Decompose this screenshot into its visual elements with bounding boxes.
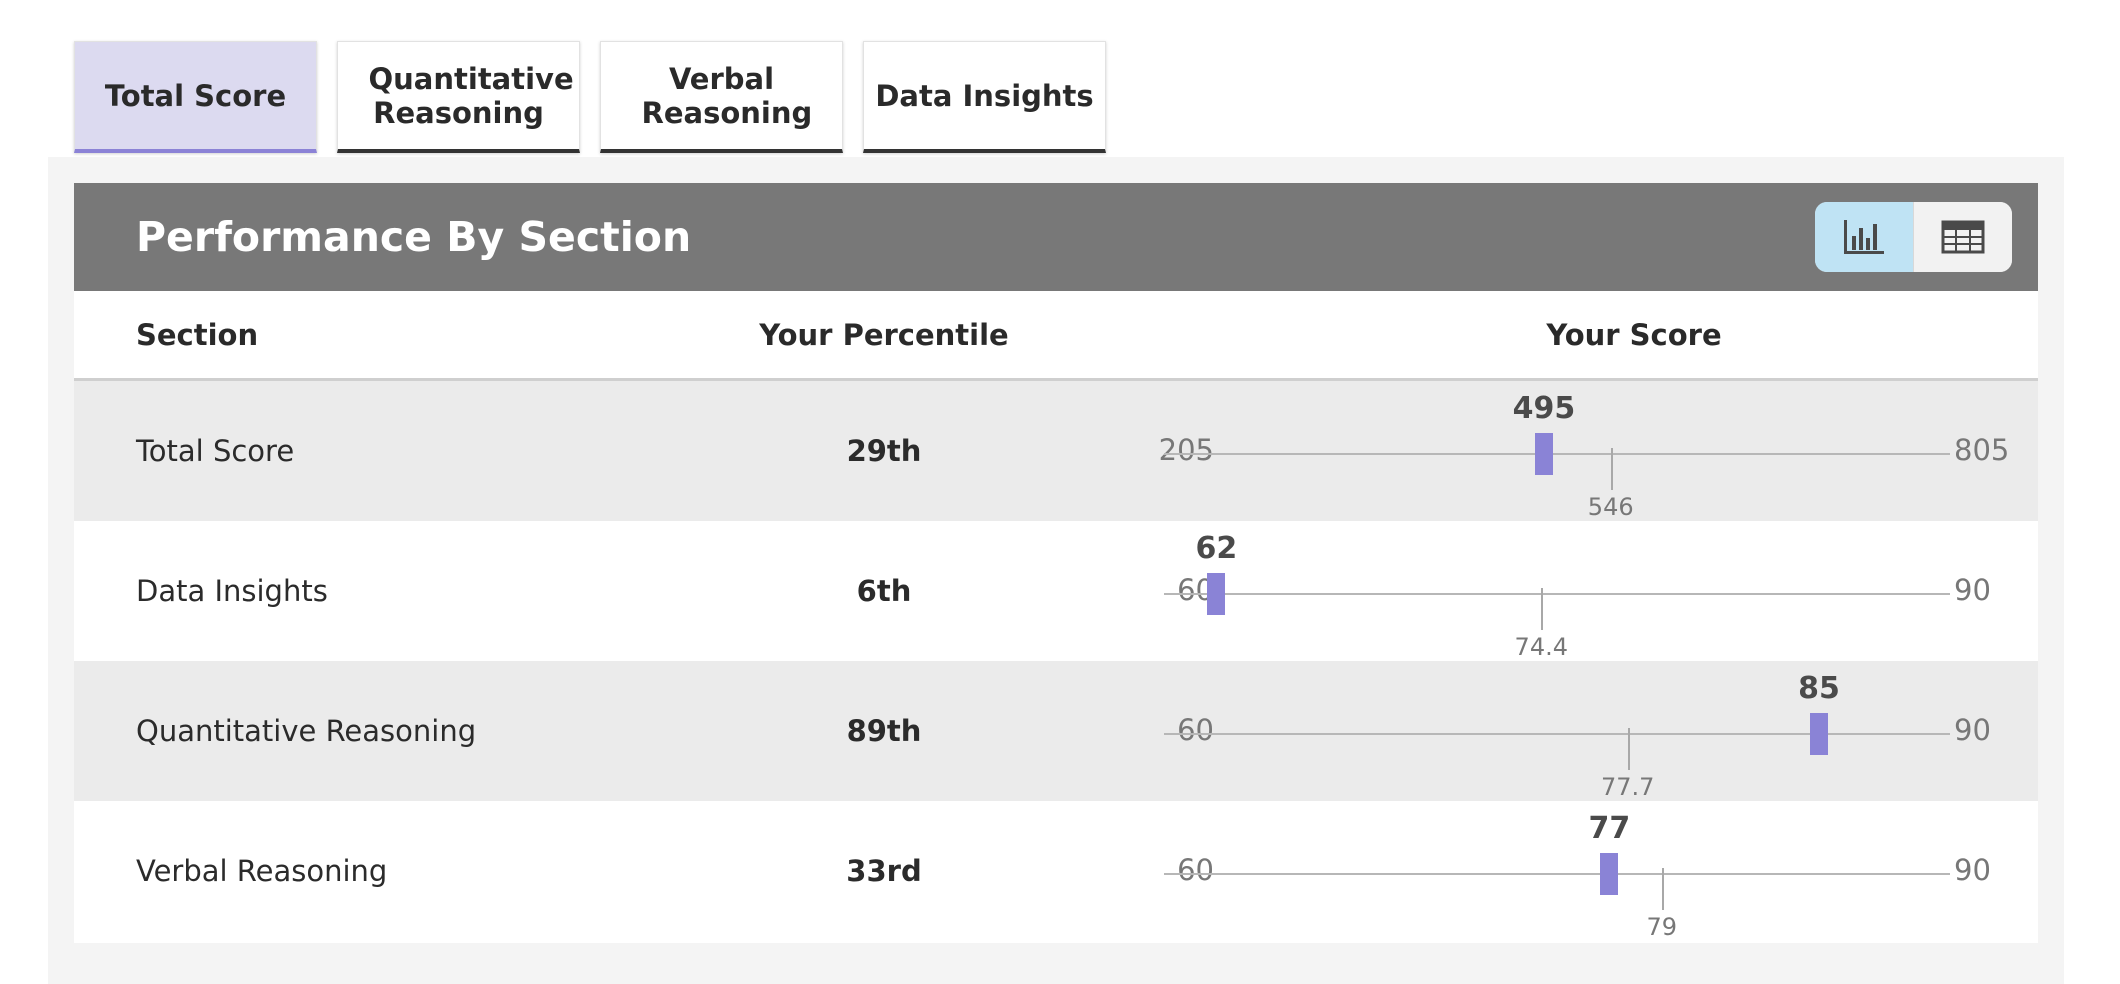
score-track [1164, 593, 1950, 595]
section-name: Data Insights [136, 574, 328, 608]
average-tick [1541, 588, 1544, 630]
scale-max-label: 90 [1954, 573, 1991, 607]
your-score-marker [1207, 573, 1226, 615]
column-header-percentile: Your Percentile [759, 318, 1009, 352]
score-track [1164, 453, 1950, 455]
bar-chart-icon [1844, 220, 1884, 254]
score-track [1164, 873, 1950, 875]
tab-quantitative-reasoning[interactable]: Quantitative Reasoning [337, 41, 580, 153]
your-score-label: 85 [1798, 671, 1840, 706]
your-score-marker [1534, 433, 1553, 475]
tab-label: Quantitative Reasoning [368, 61, 574, 130]
average-score-label: 74.4 [1514, 633, 1568, 661]
average-score-label: 77.7 [1601, 773, 1655, 801]
percentile-value: 33rd [846, 854, 922, 888]
chart-view-button[interactable] [1815, 202, 1913, 272]
panel-title: Performance By Section [136, 213, 692, 261]
table-view-button[interactable] [1913, 202, 2012, 272]
percentile-value: 6th [856, 574, 912, 608]
scale-max-label: 90 [1954, 853, 1991, 887]
your-score-marker [1600, 853, 1619, 895]
your-score-label: 495 [1512, 391, 1576, 426]
your-score-label: 62 [1195, 531, 1238, 566]
section-name: Total Score [136, 434, 295, 468]
percentile-value: 89th [846, 714, 922, 748]
scale-min-label: 205 [1158, 433, 1214, 467]
your-score-marker [1810, 713, 1828, 755]
section-tabs: Total Score Quantitative Reasoning Verba… [74, 41, 1106, 157]
table-row: Data Insights 6th 60 90 74.4 62 [74, 521, 2038, 661]
tab-total-score[interactable]: Total Score [74, 41, 317, 153]
tab-label: Total Score [104, 78, 287, 113]
average-score-label: 546 [1587, 493, 1634, 521]
average-tick [1661, 868, 1664, 910]
scale-min-label: 60 [1177, 853, 1214, 887]
header-divider [74, 378, 2038, 381]
view-toggle [1815, 202, 2012, 272]
tab-label: Verbal Reasoning [641, 61, 813, 130]
tab-label: Data Insights [875, 78, 1094, 113]
table-row: Total Score 29th 205 805 546 495 [74, 381, 2038, 521]
tab-verbal-reasoning[interactable]: Verbal Reasoning [600, 41, 843, 153]
average-tick [1627, 728, 1630, 770]
scale-max-label: 90 [1954, 713, 1991, 747]
scale-min-label: 60 [1177, 713, 1214, 747]
table-row: Quantitative Reasoning 89th 60 90 77.7 8… [74, 661, 2038, 801]
tab-data-insights[interactable]: Data Insights [863, 41, 1106, 153]
percentile-value: 29th [846, 434, 922, 468]
average-tick [1610, 448, 1613, 490]
your-score-label: 77 [1588, 811, 1631, 846]
table-row: Verbal Reasoning 33rd 60 90 79 77 [74, 801, 2038, 941]
section-name: Verbal Reasoning [136, 854, 388, 888]
section-name: Quantitative Reasoning [136, 714, 477, 748]
performance-panel: Performance By Section [74, 183, 2038, 943]
scale-max-label: 805 [1954, 433, 2010, 467]
panel-header: Performance By Section [74, 183, 2038, 291]
score-track [1164, 733, 1950, 735]
column-header-score: Your Score [1546, 318, 1722, 352]
column-header-section: Section [136, 318, 259, 352]
scale-min-label: 60 [1177, 573, 1214, 607]
average-score-label: 79 [1646, 913, 1678, 941]
table-grid-icon [1941, 220, 1985, 254]
